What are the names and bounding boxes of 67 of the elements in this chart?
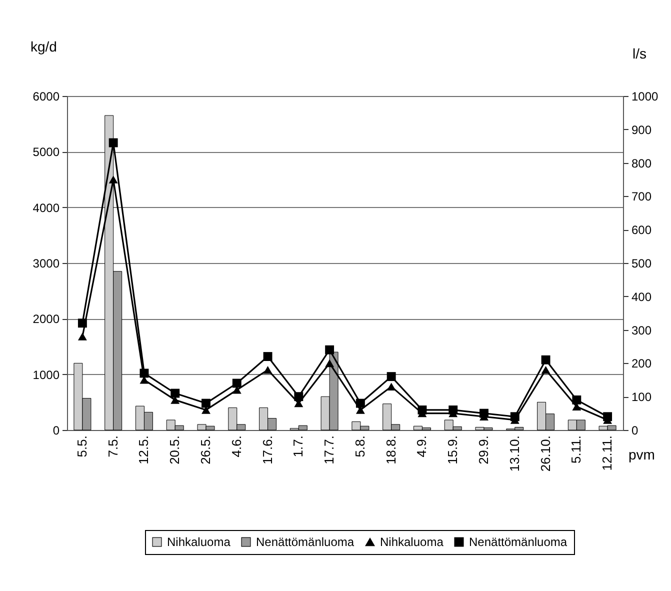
y-tick-label: 3000 [32, 256, 60, 270]
x-tick-label: 4.6. [228, 436, 244, 458]
x-tick-label: 4.9. [414, 436, 430, 458]
point [603, 412, 612, 422]
x-tick-label: 5.8. [352, 436, 368, 458]
y-tick-label: 0 [52, 424, 60, 438]
x-tick-label: 12.5. [136, 436, 152, 464]
point [108, 138, 118, 148]
point [480, 408, 488, 418]
point [541, 366, 550, 374]
x-tick-label: 26.5. [198, 436, 213, 464]
legend-label: Nenättömänluoma [469, 535, 568, 549]
point [263, 366, 272, 374]
point [108, 176, 118, 184]
x-tick-label: 17.6. [260, 436, 275, 464]
point [232, 378, 242, 388]
point [386, 372, 396, 382]
y2-tick-label: 0 [632, 424, 638, 438]
legend-label: Nihkaluoma [380, 535, 444, 549]
x-tick-label: 17.7. [322, 436, 337, 464]
point [140, 368, 149, 378]
x-tick-label: 7.5. [105, 436, 120, 458]
point [418, 405, 427, 414]
y-axis-title: kg/d [30, 38, 57, 54]
y2-tick-label: 1000 [632, 90, 659, 104]
point [294, 392, 304, 402]
y2-tick-label: 400 [632, 290, 652, 304]
legend-label: Nihkaluoma [167, 535, 231, 549]
point [572, 395, 582, 404]
point [263, 352, 272, 361]
x-tick-label: 26.10. [538, 436, 553, 472]
point [448, 405, 458, 414]
point [356, 398, 365, 408]
y2-tick-label: 200 [632, 356, 652, 371]
y-tick-label: 2000 [32, 312, 60, 326]
x-tick-label: 12.11. [600, 436, 615, 471]
point [325, 345, 334, 354]
y2-tick-label: 800 [632, 156, 652, 170]
legend-label: Nenättömänluoma [256, 535, 354, 549]
y2-tick-label: 900 [632, 122, 652, 137]
x-axis-title: pvm [628, 446, 655, 462]
x-tick-label: 13.10. [506, 436, 522, 472]
point [510, 412, 520, 422]
y-tick-label: 4000 [32, 200, 60, 215]
point [170, 388, 180, 398]
x-tick-label: 5.5. [74, 436, 90, 458]
y2-tick-label: 100 [632, 390, 652, 404]
point [541, 355, 550, 364]
x-tick-label: 1.7. [290, 436, 306, 458]
y2-tick-label: 600 [632, 223, 652, 238]
y2-tick-label: 700 [632, 190, 652, 204]
x-tick-label: 5.11. [568, 436, 584, 464]
point [325, 359, 334, 368]
x-tick-label: 18.8. [383, 436, 398, 464]
point [386, 382, 396, 390]
x-tick-label: 15.9. [445, 436, 460, 464]
y-tick-label: 5000 [32, 145, 60, 160]
y2-tick-label: 500 [632, 256, 652, 270]
point [78, 332, 87, 340]
y-tick-label: 6000 [32, 90, 60, 104]
y2-axis-title: l/s [632, 46, 646, 62]
x-tick-label: 29.9. [476, 436, 491, 464]
point [202, 398, 210, 408]
y-tick-label: 1000 [32, 368, 60, 382]
y2-tick-label: 300 [632, 323, 652, 338]
point [78, 318, 87, 328]
x-tick-label: 20.5. [167, 436, 182, 464]
